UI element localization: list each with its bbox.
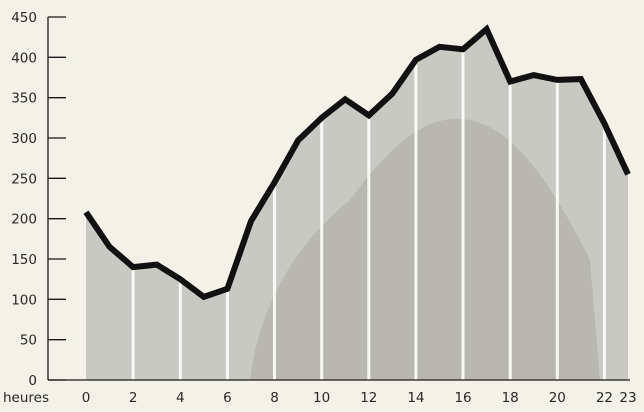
x-axis-title: heures [3,390,49,406]
y-tick-label: 450 [11,10,37,26]
hour-band [603,0,606,380]
y-tick-label: 100 [11,292,37,308]
x-tick-label: 10 [313,390,330,406]
y-tick-label: 250 [11,171,37,187]
x-tick-label: 23 [619,390,636,406]
hour-band [320,0,323,380]
hour-band [462,0,465,380]
hour-band [273,0,276,380]
hour-band [226,0,229,380]
x-tick-label: 12 [360,390,377,406]
y-tick-label: 150 [11,252,37,268]
hour-band [132,0,135,380]
y-tick-label: 300 [11,131,37,147]
x-tick-label: 20 [549,390,566,406]
x-tick-label: 0 [82,390,91,406]
x-tick-label: 4 [176,390,185,406]
hour-band [509,0,512,380]
y-tick-label: 0 [28,373,37,389]
y-tick-label: 50 [20,333,37,349]
x-tick-label: 18 [502,390,519,406]
plot-area [86,0,628,380]
x-tick-label: 8 [270,390,279,406]
y-tick-label: 200 [11,212,37,228]
hour-band [179,0,182,380]
x-tick-label: 22 [596,390,613,406]
y-tick-label: 400 [11,50,37,66]
hour-band [556,0,559,380]
x-tick-label: 14 [407,390,424,406]
x-tick-label: 6 [223,390,232,406]
x-tick-label: 2 [129,390,138,406]
x-tick-label: 16 [454,390,471,406]
hour-band [367,0,370,380]
y-tick-label: 350 [11,91,37,107]
